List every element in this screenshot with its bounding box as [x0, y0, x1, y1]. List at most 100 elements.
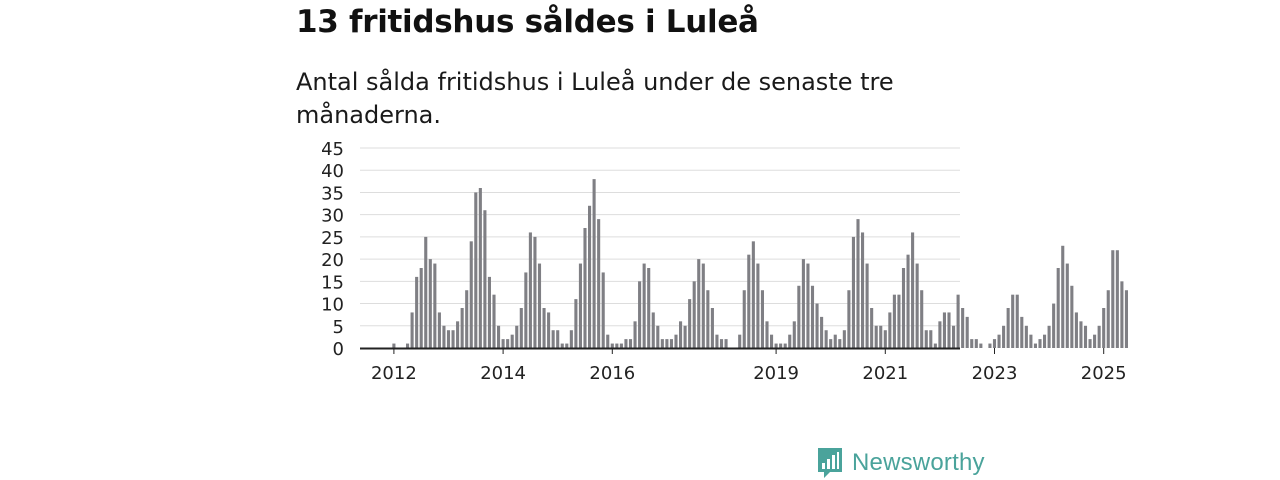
bar [856, 219, 860, 348]
x-tick-label: 2012 [371, 363, 417, 384]
bar [1093, 334, 1097, 348]
bar [915, 263, 919, 348]
y-tick-label: 20 [321, 250, 344, 271]
bar [979, 343, 983, 348]
bar [751, 241, 755, 348]
bar [565, 343, 569, 348]
bar [883, 330, 887, 348]
bar [988, 343, 992, 348]
bar [1102, 308, 1106, 348]
bar [1070, 285, 1074, 348]
bar [551, 330, 555, 348]
bar [633, 321, 637, 348]
bar [933, 343, 937, 348]
bar [465, 290, 469, 348]
bar [642, 263, 646, 348]
x-tick-label: 2023 [972, 363, 1018, 384]
bar [888, 312, 892, 348]
y-tick-label: 10 [321, 295, 344, 316]
chart-subtitle: Antal sålda fritidshus i Luleå under de … [296, 68, 894, 129]
y-tick-label: 25 [321, 228, 344, 249]
y-tick-label: 0 [333, 339, 344, 360]
bar [861, 232, 865, 348]
bar [806, 263, 810, 348]
bar [838, 339, 842, 348]
bar [992, 339, 997, 348]
bar [501, 339, 505, 348]
bar [792, 321, 796, 348]
bar [942, 312, 946, 348]
bar [920, 290, 924, 348]
bar [938, 321, 942, 348]
bar [715, 334, 719, 348]
bar [965, 316, 969, 348]
bar [1065, 263, 1069, 348]
newsworthy-logo: Newsworthy [816, 446, 985, 480]
bar [706, 290, 710, 348]
bar [1115, 250, 1119, 348]
bar [911, 232, 915, 348]
bar [1043, 334, 1047, 348]
bar [442, 325, 446, 348]
chart-title: 13 fritidshus såldes i Luleå [296, 4, 759, 40]
bar [660, 339, 664, 348]
y-tick-label: 15 [321, 272, 344, 293]
bar [437, 312, 441, 348]
bar [515, 325, 519, 348]
bar [1015, 294, 1019, 348]
bar [1033, 343, 1037, 348]
bar [756, 263, 760, 348]
bar [874, 325, 878, 348]
bar [851, 236, 855, 348]
bar [847, 290, 851, 348]
bar [433, 263, 437, 348]
bar [947, 312, 951, 348]
bar [524, 272, 528, 348]
bar [1120, 281, 1124, 348]
bar [606, 334, 610, 348]
bar [628, 339, 633, 348]
bar [569, 330, 573, 348]
bar [710, 308, 714, 348]
bar [419, 268, 423, 348]
bar [970, 339, 974, 348]
bar [1056, 268, 1060, 348]
bar [656, 325, 660, 348]
bar [542, 308, 546, 348]
bar [574, 299, 578, 348]
bar [906, 254, 910, 348]
bar [456, 321, 460, 348]
bar [797, 285, 801, 348]
bar [1038, 339, 1042, 348]
bar [997, 334, 1001, 348]
bar [738, 334, 742, 348]
bar [1061, 245, 1065, 348]
bar [669, 339, 673, 348]
bar [647, 268, 651, 348]
bar [815, 303, 819, 348]
bar [719, 339, 724, 348]
logo-text: Newsworthy [852, 449, 985, 476]
bar [1052, 303, 1056, 348]
bar [820, 316, 824, 348]
bar [451, 330, 455, 348]
bar [410, 312, 414, 348]
bar [392, 343, 396, 348]
bar [924, 330, 928, 348]
x-tick-label: 2016 [589, 363, 635, 384]
bar [901, 268, 906, 348]
bar [692, 281, 696, 348]
bar [760, 290, 764, 348]
bar [747, 254, 751, 348]
bar [679, 321, 683, 348]
bar [974, 339, 978, 348]
bar [810, 285, 815, 348]
bar [506, 339, 510, 348]
bar [460, 308, 464, 348]
bar [406, 343, 410, 348]
bar [724, 339, 728, 348]
x-tick-label: 2025 [1081, 363, 1127, 384]
bar [683, 325, 687, 348]
bar [446, 330, 451, 348]
bar [615, 343, 619, 348]
